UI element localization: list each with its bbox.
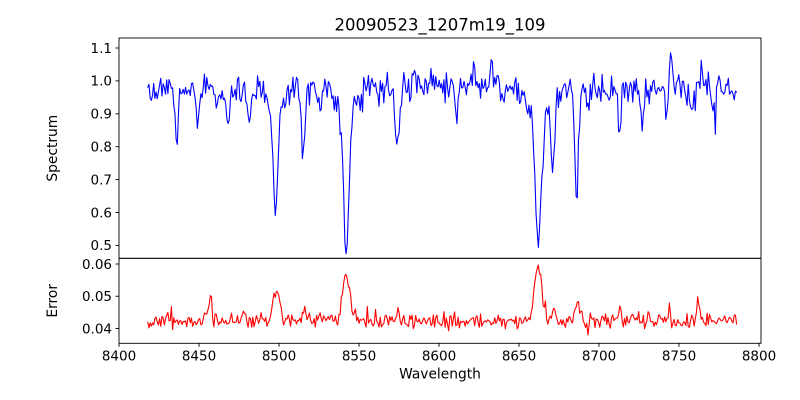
error-panel-border	[118, 257, 762, 344]
axis-ticks: 0.5 0.6 0.7 0.8 0.9 1.0 1.1 0.04 0.05 0.06 8400 845…	[82, 41, 776, 364]
xtick-label: 8650	[502, 348, 536, 364]
spectrum-ytick-label: 1.1	[91, 41, 112, 57]
spectrum-ytick-label: 1.0	[91, 74, 112, 90]
xtick-label: 8450	[182, 348, 216, 364]
xtick-label: 8750	[662, 348, 696, 364]
spectrum-line	[147, 52, 738, 255]
spectrum-ytick-label: 0.9	[91, 107, 112, 123]
xtick-label: 8500	[262, 348, 296, 364]
spectrum-ytick-label: 0.8	[91, 140, 112, 156]
xtick-label: 8700	[582, 348, 616, 364]
spectrum-ytick-label: 0.7	[91, 172, 112, 188]
xtick-label: 8800	[742, 348, 776, 364]
error-ytick-label: 0.05	[82, 289, 112, 305]
error-line	[147, 264, 738, 336]
xtick-label: 8400	[102, 348, 136, 364]
chart-title: 20090523_1207m19_109	[334, 16, 545, 36]
xtick-label: 8550	[342, 348, 376, 364]
spectrum-ytick-label: 0.5	[91, 238, 112, 254]
y-axis-label-error: Error	[45, 284, 61, 318]
error-ytick-label: 0.04	[82, 321, 112, 337]
y-axis-label-spectrum: Spectrum	[45, 115, 61, 182]
x-axis-label: Wavelength	[399, 367, 481, 383]
spectrum-panel-border	[118, 37, 762, 259]
plot-traces	[147, 52, 738, 336]
xtick-label: 8600	[422, 348, 456, 364]
spectrum-ytick-label: 0.6	[91, 205, 112, 221]
error-ytick-label: 0.06	[82, 257, 112, 273]
